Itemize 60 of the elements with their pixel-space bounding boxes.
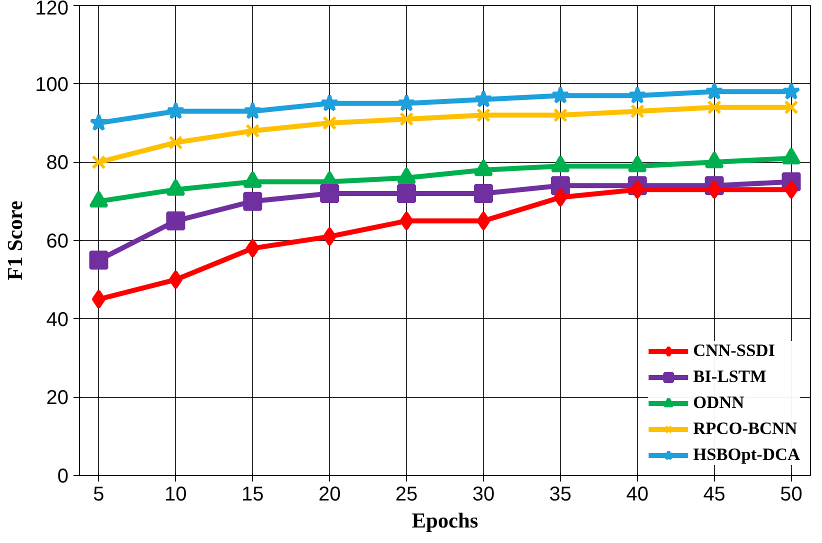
point: [474, 184, 493, 203]
y-axis-title: F1 Score: [3, 200, 28, 280]
point: [474, 90, 493, 108]
point: [397, 184, 416, 203]
y-tick-label: 40: [46, 308, 69, 331]
legend-label: ODNN: [693, 393, 744, 413]
legend-label: BI-LSTM: [693, 367, 766, 387]
point: [476, 211, 490, 230]
point: [554, 188, 568, 207]
point: [166, 211, 186, 230]
x-tick-label: 40: [626, 484, 648, 506]
point: [784, 180, 798, 200]
point: [707, 100, 722, 114]
point: [397, 94, 416, 112]
x-tick-label: 45: [703, 484, 726, 506]
y-tick-label: 80: [46, 152, 69, 174]
point: [92, 155, 106, 170]
point: [551, 86, 570, 104]
point: [553, 108, 568, 122]
point: [246, 238, 260, 258]
point: [707, 180, 722, 200]
point: [705, 82, 724, 100]
point: [320, 184, 340, 203]
legend-label: RPCO-BCNN: [693, 419, 798, 439]
point: [630, 180, 644, 200]
x-tick-label: 35: [549, 484, 572, 506]
x-tick-label: 25: [395, 484, 418, 506]
point: [92, 290, 106, 309]
y-tick-label: 0: [57, 466, 68, 488]
point: [630, 104, 645, 118]
point: [166, 102, 185, 120]
x-tick-label: 5: [93, 484, 104, 506]
point: [89, 250, 108, 270]
point: [90, 114, 108, 131]
point: [168, 270, 183, 290]
point: [322, 227, 336, 246]
point: [243, 192, 262, 211]
y-tick-label: 20: [46, 387, 69, 410]
point: [399, 112, 414, 126]
point: [782, 82, 800, 100]
x-tick-label: 20: [318, 484, 341, 506]
y-tick-label: 120: [35, 0, 69, 20]
point: [628, 86, 646, 104]
legend-label: HSBOpt-DCA: [693, 445, 800, 465]
x-tick-label: 10: [164, 484, 187, 506]
point: [320, 94, 339, 112]
x-tick-label: 50: [780, 484, 802, 506]
point: [784, 100, 798, 114]
legend-label: CNN-SSDI: [693, 341, 775, 361]
point: [400, 211, 414, 230]
x-axis-title: Epochs: [412, 508, 478, 532]
x-tick-label: 30: [472, 484, 495, 506]
point: [476, 108, 491, 122]
point: [245, 124, 260, 138]
y-tick-label: 60: [46, 230, 69, 252]
y-tick-label: 100: [35, 74, 69, 96]
x-tick-label: 15: [242, 484, 264, 506]
point: [168, 135, 183, 150]
point: [244, 102, 262, 120]
point: [322, 116, 337, 130]
